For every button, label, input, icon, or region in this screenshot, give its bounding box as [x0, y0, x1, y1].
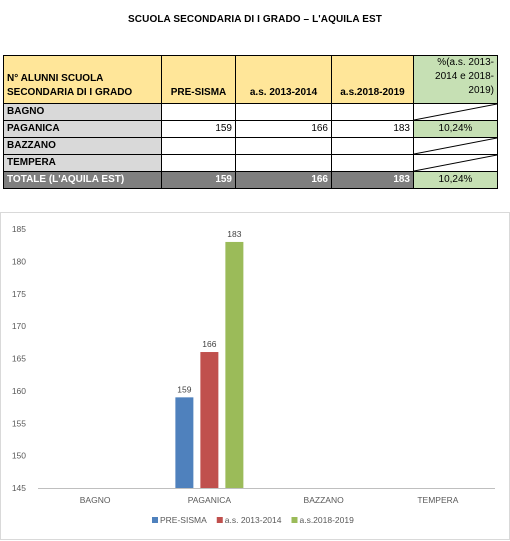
bar-chart: 145 150 155 160 165 170 175 180 185 BAGNO PAGANICA… [0, 212, 510, 540]
legend-label: PRE-SISMA [160, 515, 207, 525]
cell-percent-empty [413, 154, 498, 172]
data-label: 159 [177, 384, 191, 394]
y-tick-label: 170 [12, 321, 26, 331]
x-tick-label: BAGNO [80, 495, 111, 505]
table-total-row: TOTALE (L'AQUILA EST) 159 166 183 10,24% [3, 171, 498, 189]
y-tick-label: 180 [12, 256, 26, 266]
table-header-row: N° ALUNNI SCUOLA SECONDARIA DI I GRADO P… [3, 55, 498, 104]
bar [175, 397, 194, 488]
cell-percent-empty [413, 103, 498, 121]
x-tick-label: BAZZANO [304, 495, 345, 505]
y-tick-label: 175 [12, 289, 26, 299]
legend-swatch [216, 517, 223, 523]
row-label: BAGNO [3, 103, 162, 121]
total-percent: 10,24% [413, 171, 498, 189]
diagonal-line [414, 138, 497, 154]
data-label: 183 [227, 229, 241, 239]
header-label: N° ALUNNI SCUOLA SECONDARIA DI I GRADO [3, 55, 162, 104]
cell-pre-sisma: 159 [161, 120, 236, 138]
y-tick-label: 145 [12, 483, 26, 493]
cell-percent-empty [413, 137, 498, 155]
page-title: SCUOLA SECONDARIA DI I GRADO – L'AQUILA … [128, 14, 382, 25]
data-label: 166 [202, 339, 216, 349]
header-2018-2019: a.s.2018-2019 [331, 55, 414, 104]
students-table: N° ALUNNI SCUOLA SECONDARIA DI I GRADO P… [3, 55, 498, 189]
x-tick-label: PAGANICA [188, 495, 232, 505]
cell-2018-2019: 183 [331, 120, 414, 138]
cell-2018-2019 [331, 137, 414, 155]
table-row-bazzano: BAZZANO [3, 137, 498, 155]
y-tick-label: 185 [12, 224, 26, 234]
total-2018-2019: 183 [331, 171, 414, 189]
header-2013-2014: a.s. 2013-2014 [235, 55, 332, 104]
y-tick-label: 165 [12, 354, 26, 364]
x-tick-label: TEMPERA [417, 495, 458, 505]
row-label: BAZZANO [3, 137, 162, 155]
y-tick-label: 150 [12, 451, 26, 461]
cell-2013-2014: 166 [235, 120, 332, 138]
diagonal-line [414, 104, 497, 120]
table-row-tempera: TEMPERA [3, 154, 498, 172]
cell-2013-2014 [235, 137, 332, 155]
total-2013-2014: 166 [235, 171, 332, 189]
cell-2018-2019 [331, 154, 414, 172]
cell-2013-2014 [235, 154, 332, 172]
legend-swatch [291, 517, 298, 523]
bar [200, 352, 219, 488]
legend-swatch [152, 517, 158, 523]
y-tick-label: 155 [12, 418, 26, 428]
header-percent: %(a.s. 2013-2014 e 2018-2019) [413, 55, 498, 104]
chart-border [0, 212, 510, 540]
cell-2013-2014 [235, 103, 332, 121]
header-pre-sisma: PRE-SISMA [161, 55, 236, 104]
cell-pre-sisma [161, 103, 236, 121]
row-label: PAGANICA [3, 120, 162, 138]
diagonal-line [414, 155, 497, 171]
cell-percent: 10,24% [413, 120, 498, 138]
table-row-paganica: PAGANICA 159 166 183 10,24% [3, 120, 498, 138]
total-pre-sisma: 159 [161, 171, 236, 189]
y-tick-label: 160 [12, 386, 26, 396]
bar [225, 241, 244, 488]
legend-label: a.s.2018-2019 [299, 515, 354, 525]
legend-label: a.s. 2013-2014 [225, 515, 282, 525]
row-label: TEMPERA [3, 154, 162, 172]
cell-pre-sisma [161, 154, 236, 172]
cell-2018-2019 [331, 103, 414, 121]
cell-pre-sisma [161, 137, 236, 155]
total-label: TOTALE (L'AQUILA EST) [3, 171, 162, 189]
table-row-bagno: BAGNO [3, 103, 498, 121]
